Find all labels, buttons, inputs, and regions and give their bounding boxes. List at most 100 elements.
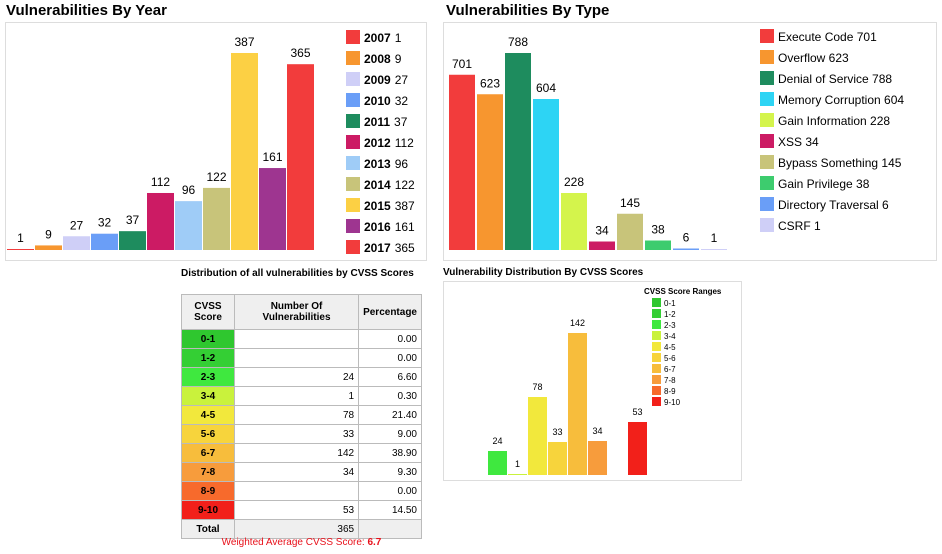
year-value-label: 37 xyxy=(126,213,140,227)
type-value-label: 228 xyxy=(564,175,584,189)
cvss-score-cell: 3-4 xyxy=(181,386,235,406)
year-bar-2011 xyxy=(119,231,146,250)
cvss-legend-item: 0-1 xyxy=(664,299,676,308)
cvss-score-cell: 5-6 xyxy=(181,424,235,444)
cvss-score-cell: 1-2 xyxy=(181,348,235,368)
table-row: 7-8 34 9.30 xyxy=(181,462,422,482)
cvss-score-cell: 8-9 xyxy=(181,481,235,501)
type-bar xyxy=(561,193,587,250)
year-value-label: 1 xyxy=(17,231,24,245)
cvss-value-label: 24 xyxy=(492,436,502,446)
total-row: Total 365 xyxy=(181,519,422,539)
type-legend-swatch xyxy=(760,71,774,85)
type-value-label: 788 xyxy=(508,35,528,49)
cvss-legend-swatch xyxy=(652,309,661,318)
year-value-label: 387 xyxy=(234,35,254,49)
count-cell xyxy=(233,348,360,368)
type-bar xyxy=(449,74,475,250)
cvss-legend-swatch xyxy=(652,298,661,307)
cvss-legend-item: 2-3 xyxy=(664,321,676,330)
cvss-value-label: 1 xyxy=(515,459,520,469)
percentage-cell: 21.40 xyxy=(358,405,422,425)
year-value-label: 32 xyxy=(98,216,112,230)
count-cell: 33 xyxy=(233,424,360,444)
year-chart-title: Vulnerabilities By Year xyxy=(6,2,167,19)
count-cell: 1 xyxy=(233,386,360,406)
year-value-label: 365 xyxy=(290,46,310,60)
type-legend-item: CSRF 1 xyxy=(778,219,821,233)
cvss-value-label: 33 xyxy=(552,427,562,437)
cvss-legend-swatch xyxy=(652,353,661,362)
cvss-bar-7-8 xyxy=(588,441,607,475)
type-bar xyxy=(477,94,503,250)
year-bar-2009 xyxy=(63,236,90,250)
count-cell: 34 xyxy=(233,462,360,482)
weighted-average-value: 6.7 xyxy=(367,537,382,548)
weighted-average: Weighted Average CVSS Score: 6.7 xyxy=(181,537,422,548)
year-bar-2007 xyxy=(7,249,34,250)
cvss-score-cell: 2-3 xyxy=(181,367,235,387)
year-legend-item: 2010 32 xyxy=(364,94,408,108)
cvss-score-cell: 6-7 xyxy=(181,443,235,463)
year-legend-swatch xyxy=(346,93,360,107)
cvss-value-label: 34 xyxy=(592,426,602,436)
type-legend-swatch xyxy=(760,155,774,169)
table-row: 5-6 33 9.00 xyxy=(181,424,422,444)
cvss-value-label: 78 xyxy=(532,382,542,392)
cvss-legend-item: 8-9 xyxy=(664,387,676,396)
cvss-bar-4-5 xyxy=(528,397,547,475)
cvss-legend-title: CVSS Score Ranges xyxy=(644,287,722,296)
type-legend-swatch xyxy=(760,218,774,232)
type-bar xyxy=(617,213,643,250)
percentage-cell: 9.30 xyxy=(358,462,422,482)
type-legend-swatch xyxy=(760,50,774,64)
year-value-label: 9 xyxy=(45,227,52,241)
year-legend-swatch xyxy=(346,177,360,191)
year-legend-swatch xyxy=(346,240,360,254)
type-legend-swatch xyxy=(760,176,774,190)
year-bar-2013 xyxy=(175,201,202,250)
percentage-cell: 0.00 xyxy=(358,348,422,368)
header-cvss-score: CVSS Score xyxy=(181,294,235,330)
cvss-bar-6-7 xyxy=(568,333,587,475)
type-legend-swatch xyxy=(760,113,774,127)
cvss-legend-item: 7-8 xyxy=(664,376,676,385)
cvss-bar-3-4 xyxy=(508,474,527,475)
percentage-cell: 9.00 xyxy=(358,424,422,444)
cvss-table: CVSS Score Number Of Vulnerabilities Per… xyxy=(181,294,422,539)
type-value-label: 34 xyxy=(595,224,609,238)
table-row: 2-3 24 6.60 xyxy=(181,367,422,387)
cvss-table-title: Distribution of all vulnerabilities by C… xyxy=(181,268,414,279)
type-legend-item: XSS 34 xyxy=(778,135,819,149)
type-value-label: 1 xyxy=(711,231,718,245)
type-legend-item: Denial of Service 788 xyxy=(778,72,892,86)
year-bar-2016 xyxy=(259,168,286,250)
type-value-label: 6 xyxy=(683,231,690,245)
percentage-cell: 14.50 xyxy=(358,500,422,520)
type-legend-swatch xyxy=(760,197,774,211)
year-legend-swatch xyxy=(346,135,360,149)
weighted-average-label: Weighted Average CVSS Score: xyxy=(221,537,365,548)
type-value-label: 38 xyxy=(651,223,665,237)
cvss-legend-item: 9-10 xyxy=(664,398,681,407)
type-legend-item: Bypass Something 145 xyxy=(778,156,902,170)
year-value-label: 96 xyxy=(182,183,196,197)
type-bar xyxy=(673,248,699,250)
year-chart-svg: 1 9 27 32 37 112 96 122 387 161 365 2007 1 2008 9 2009 2… xyxy=(7,30,415,255)
cvss-score-cell: 0-1 xyxy=(181,329,235,349)
year-bar-2014 xyxy=(203,187,230,250)
type-chart-svg: 701 623 788 604 228 34 145 38 6 1 Execute Code 701… xyxy=(449,29,904,250)
table-row: 6-7 142 38.90 xyxy=(181,443,422,463)
type-bar xyxy=(645,240,671,250)
cvss-value-label: 142 xyxy=(570,318,585,328)
year-legend-item: 2007 1 xyxy=(364,31,402,45)
percentage-cell: 38.90 xyxy=(358,443,422,463)
percentage-cell: 0.30 xyxy=(358,386,422,406)
type-legend-item: Execute Code 701 xyxy=(778,30,877,44)
year-legend-item: 2008 9 xyxy=(364,52,402,66)
count-cell xyxy=(233,329,360,349)
year-legend-item: 2013 96 xyxy=(364,157,408,171)
table-row: 3-4 1 0.30 xyxy=(181,386,422,406)
count-cell: 24 xyxy=(233,367,360,387)
cvss-score-cell: 4-5 xyxy=(181,405,235,425)
